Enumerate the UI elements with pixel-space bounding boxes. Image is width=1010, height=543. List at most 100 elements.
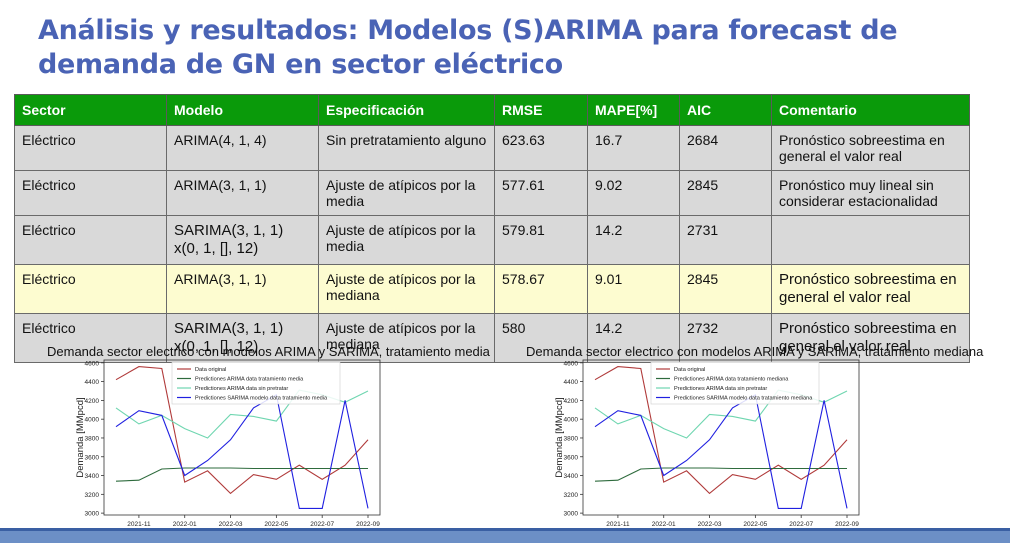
y-axis-label: Demanda [MMpcd] [75, 397, 86, 477]
plot-frame [103, 359, 381, 516]
cell-mape: 14.2 [587, 313, 680, 363]
series-line [115, 467, 368, 482]
chart-title: Demanda sector electrico con modelos ARI… [47, 344, 490, 359]
y-tick-label: 3800 [85, 435, 100, 442]
x-tick-label: 2022-09 [356, 521, 380, 528]
y-tick-label: 3000 [85, 511, 100, 518]
x-tick-label: 2022-01 [652, 521, 676, 528]
cell-rmse: 579.81 [494, 215, 588, 265]
legend-label: Predictiones ARIMA data sin pretratar [195, 386, 288, 392]
header-mape: MAPE[%] [587, 94, 680, 126]
cell-especificacion: Ajuste de atípicos por la mediana [318, 264, 495, 314]
x-tick-label: 2022-05 [264, 521, 288, 528]
table-header-row: Sector Modelo Especificación RMSE MAPE[%… [14, 94, 970, 126]
cell-modelo: ARIMA(3, 1, 1) [166, 170, 319, 216]
cell-sector: Eléctrico [14, 170, 167, 216]
y-tick-label: 4600 [564, 360, 579, 367]
cell-sector: Eléctrico [14, 264, 167, 314]
cell-aic: 2845 [679, 170, 772, 216]
cell-mape: 9.01 [587, 264, 680, 314]
cell-aic: 2684 [679, 125, 772, 171]
series-line [115, 393, 369, 509]
cell-comentario [771, 215, 970, 265]
chart-plot-mediana: 3000 3200 3400 3600 3800 4000 4200 4400 4600 2021… [554, 359, 860, 528]
x-tick-label: 2021-11 [127, 521, 151, 528]
chart-mediana: Demanda sector electrico con modelos ARI… [526, 344, 983, 528]
table-row: Eléctrico ARIMA(3, 1, 1) Ajuste de atípi… [14, 264, 970, 314]
slide-title: Análisis y resultados: Modelos (S)ARIMA … [38, 15, 898, 80]
footer-band [0, 528, 1010, 543]
legend-label: Predictiones SARIMA modelo data tratamie… [195, 396, 328, 402]
y-tick-label: 4200 [564, 398, 579, 405]
header-sector: Sector [14, 94, 167, 126]
cell-mape: 9.02 [587, 170, 680, 216]
y-tick-label: 3800 [564, 435, 579, 442]
cell-rmse: 580 [494, 313, 588, 363]
cell-rmse: 577.61 [494, 170, 588, 216]
y-tick-label: 3600 [564, 454, 579, 461]
cell-mape: 16.7 [587, 125, 680, 171]
y-tick-label: 3400 [85, 473, 100, 480]
cell-especificacion: Ajuste de atípicos por la media [318, 170, 495, 216]
y-tick-label: 3200 [85, 492, 100, 499]
legend-label: Predictiones ARIMA data tratamiento medi… [195, 377, 304, 383]
header-especificacion: Especificación [318, 94, 495, 126]
cell-rmse: 578.67 [494, 264, 588, 314]
chart-media: Demanda sector electrico con modelos ARI… [47, 344, 490, 528]
y-tick-label: 3600 [85, 454, 100, 461]
y-tick-label: 3200 [564, 492, 579, 499]
table-row: Eléctrico SARIMA(3, 1, 1) x(0, 1, [], 12… [14, 215, 970, 265]
y-tick-label: 3000 [564, 511, 579, 518]
x-tick-label: 2021-11 [606, 521, 630, 528]
legend-label: Predictiones ARIMA data tratamiento medi… [674, 377, 789, 383]
y-tick-label: 4000 [85, 417, 100, 424]
x-tick-label: 2022-03 [698, 521, 722, 528]
x-tick-label: 2022-05 [743, 521, 767, 528]
series-line [594, 393, 848, 509]
cell-modelo: ARIMA(4, 1, 4) [166, 125, 319, 171]
cell-comentario: Pronóstico sobreestima en general el val… [771, 264, 970, 314]
header-aic: AIC [679, 94, 772, 126]
series-line [594, 467, 847, 482]
y-axis-label: Demanda [MMpcd] [554, 397, 565, 477]
x-tick-label: 2022-07 [310, 521, 334, 528]
x-tick-label: 2022-09 [835, 521, 859, 528]
y-tick-label: 4200 [85, 398, 100, 405]
cell-rmse: 623.63 [494, 125, 588, 171]
cell-comentario: Pronóstico sobreestima en general el val… [771, 313, 970, 363]
cell-mape: 14.2 [587, 215, 680, 265]
header-modelo: Modelo [166, 94, 319, 126]
results-table: Sector Modelo Especificación RMSE MAPE[%… [14, 94, 970, 363]
legend-label: Predictiones SARIMA modelo data tratamie… [674, 396, 813, 402]
table-row: Eléctrico ARIMA(3, 1, 1) Ajuste de atípi… [14, 170, 970, 216]
x-tick-label: 2022-03 [219, 521, 243, 528]
legend-box [171, 361, 341, 405]
header-rmse: RMSE [494, 94, 588, 126]
y-tick-label: 4600 [85, 360, 100, 367]
chart-plot-media: 3000 3200 3400 3600 3800 4000 4200 4400 4600 2021… [75, 359, 381, 528]
legend-label: Data original [674, 367, 705, 373]
cell-especificacion: Ajuste de atípicos por la media [318, 215, 495, 265]
table-row: Eléctrico SARIMA(3, 1, 1) x(0, 1, [], 12… [14, 313, 970, 363]
cell-sector: Eléctrico [14, 125, 167, 171]
legend-label: Predictiones ARIMA data sin pretratar [674, 386, 767, 392]
cell-comentario: Pronóstico sobreestima en general el val… [771, 125, 970, 171]
plot-frame [582, 359, 860, 516]
y-tick-label: 4400 [564, 379, 579, 386]
cell-modelo: SARIMA(3, 1, 1) x(0, 1, [], 12) [166, 215, 319, 265]
cell-especificacion: Ajuste de atípicos por la mediana [318, 313, 495, 363]
y-tick-label: 4400 [85, 379, 100, 386]
cell-aic: 2732 [679, 313, 772, 363]
cell-especificacion: Sin pretratamiento alguno [318, 125, 495, 171]
cell-aic: 2845 [679, 264, 772, 314]
legend-box [650, 361, 820, 405]
header-comentario: Comentario [771, 94, 970, 126]
cell-modelo: ARIMA(3, 1, 1) [166, 264, 319, 314]
cell-sector: Eléctrico [14, 313, 167, 363]
series-line [115, 366, 369, 495]
y-tick-label: 3400 [564, 473, 579, 480]
y-tick-label: 4000 [564, 417, 579, 424]
legend-label: Data original [195, 367, 226, 373]
x-tick-label: 2022-07 [789, 521, 813, 528]
series-line [594, 366, 848, 495]
